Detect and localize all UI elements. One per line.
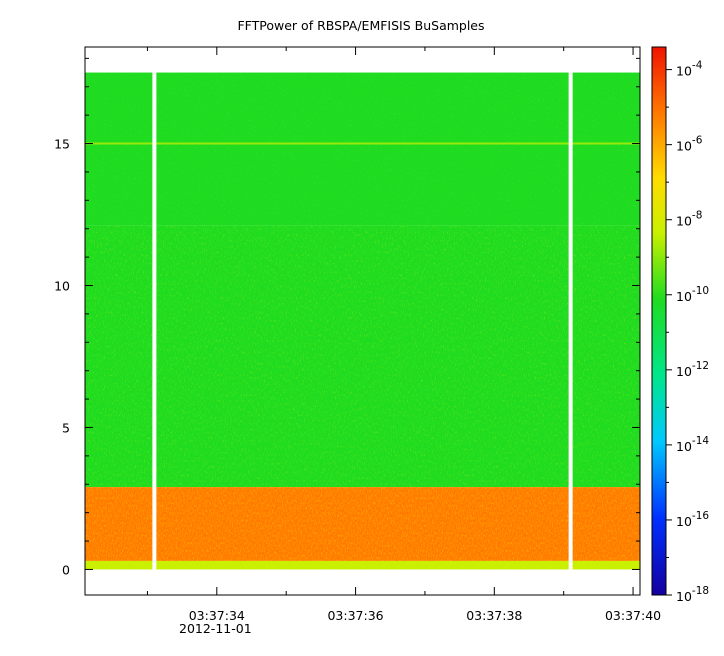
band-texture xyxy=(85,487,640,561)
x-tick-label: 03:37:38 xyxy=(466,608,522,623)
x-tick-label: 03:37:34 xyxy=(189,608,245,623)
colorbar-gradient xyxy=(651,46,667,596)
x-date-label: 2012-11-01 xyxy=(179,621,252,636)
colorbar-tick-label: 10-12 xyxy=(676,360,709,379)
data-gap xyxy=(152,72,157,570)
colorbar-tick-label: 10-18 xyxy=(676,585,709,604)
chart-title: FFTPower of RBSPA/EMFISIS BuSamples xyxy=(237,18,484,33)
y-axis: 0 5 10 15 xyxy=(54,57,640,577)
colorbar-tick-label: 10-10 xyxy=(676,285,709,304)
y-tick-label: 0 xyxy=(62,562,70,577)
plot-frame xyxy=(84,46,641,596)
colorbar-tick-label: 10-4 xyxy=(676,60,703,79)
band-texture xyxy=(85,225,640,488)
band-texture xyxy=(85,72,640,226)
colorbar-tick-label: 10-8 xyxy=(676,210,702,229)
colorbar-tick-label: 10-14 xyxy=(676,435,709,454)
colorbar-tick-label: 10-6 xyxy=(676,135,703,154)
x-tick-label: 03:37:40 xyxy=(605,608,661,623)
y-tick-label: 5 xyxy=(62,420,70,435)
y-tick-label: 15 xyxy=(54,137,70,152)
colorbar: 10-4 10-6 10-8 10-10 10-12 10-14 10-16 10-18 xyxy=(651,46,709,604)
data-gap xyxy=(568,72,573,570)
plot-area xyxy=(85,72,640,570)
x-tick-label: 03:37:36 xyxy=(327,608,383,623)
y-tick-label: 10 xyxy=(54,279,70,294)
x-axis: 03:37:34 03:37:36 03:37:38 03:37:40 xyxy=(146,47,661,623)
band-texture xyxy=(85,560,640,570)
colorbar-tick-label: 10-16 xyxy=(676,510,709,529)
